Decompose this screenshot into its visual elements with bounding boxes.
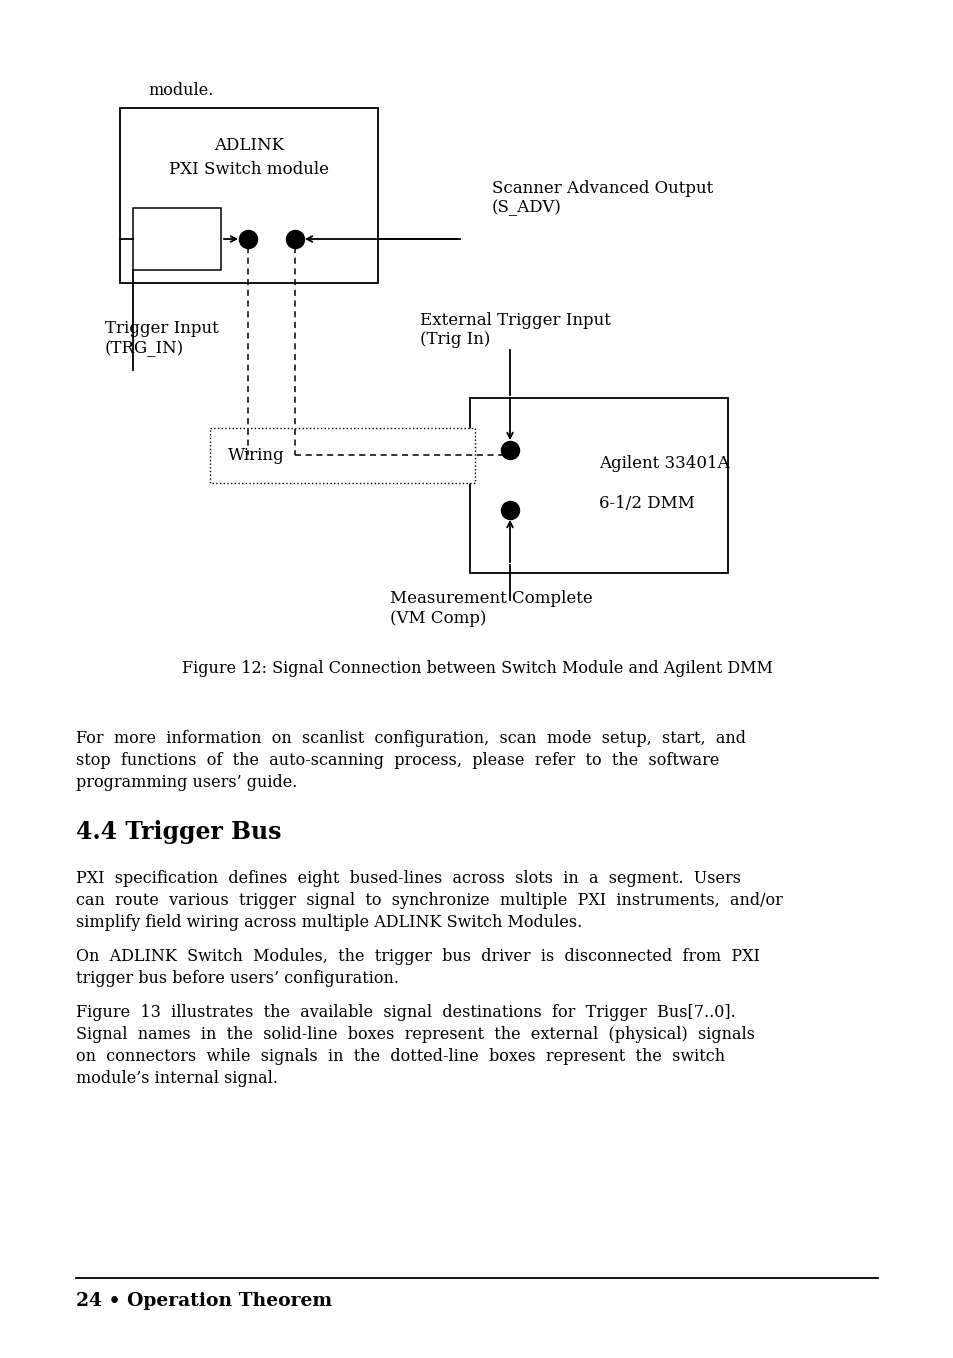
Bar	[120, 109, 377, 282]
Text: Wiring: Wiring	[228, 447, 284, 464]
Text: stop  functions  of  the  auto-scanning  process,  please  refer  to  the  softw: stop functions of the auto-scanning proc…	[76, 752, 719, 769]
Text: On  ADLINK  Switch  Modules,  the  trigger  bus  driver  is  disconnected  from : On ADLINK Switch Modules, the trigger bu…	[76, 948, 760, 966]
Text: ADLINK: ADLINK	[213, 137, 284, 155]
Text: on  connectors  while  signals  in  the  dotted-line  boxes  represent  the  swi: on connectors while signals in the dotte…	[76, 1048, 724, 1065]
Text: 6-1/2 DMM: 6-1/2 DMM	[598, 494, 694, 512]
Text: Figure  13  illustrates  the  available  signal  destinations  for  Trigger  Bus: Figure 13 illustrates the available sign…	[76, 1004, 735, 1021]
Text: Trigger Input
(TRG_IN): Trigger Input (TRG_IN)	[105, 320, 218, 357]
Text: Signal  names  in  the  solid-line  boxes  represent  the  external  (physical) : Signal names in the solid-line boxes rep…	[76, 1027, 754, 1043]
Text: PXI  specification  defines  eight  bused-lines  across  slots  in  a  segment. : PXI specification defines eight bused-li…	[76, 870, 740, 887]
Text: For  more  information  on  scanlist  configuration,  scan  mode  setup,  start,: For more information on scanlist configu…	[76, 731, 745, 747]
Text: trigger bus before users’ configuration.: trigger bus before users’ configuration.	[76, 970, 398, 987]
Text: Scanner Advanced Output
(S_ADV): Scanner Advanced Output (S_ADV)	[492, 179, 713, 216]
Text: can  route  various  trigger  signal  to  synchronize  multiple  PXI  instrument: can route various trigger signal to sync…	[76, 892, 782, 909]
Bar	[210, 428, 475, 483]
Text: programming users’ guide.: programming users’ guide.	[76, 774, 297, 790]
Text: PXI Switch module: PXI Switch module	[169, 162, 329, 178]
Text: External Trigger Input
(Trig In): External Trigger Input (Trig In)	[419, 312, 610, 348]
Text: module’s internal signal.: module’s internal signal.	[76, 1070, 277, 1086]
Text: 24 • Operation Theorem: 24 • Operation Theorem	[76, 1291, 332, 1310]
Text: 4.4 Trigger Bus: 4.4 Trigger Bus	[76, 820, 281, 845]
Text: Agilent 33401A: Agilent 33401A	[598, 455, 729, 471]
Text: simplify field wiring across multiple ADLINK Switch Modules.: simplify field wiring across multiple AD…	[76, 914, 581, 932]
Bar	[132, 208, 221, 270]
Text: Figure 12: Signal Connection between Switch Module and Agilent DMM: Figure 12: Signal Connection between Swi…	[181, 660, 772, 678]
Text: Measurement Complete
(VM Comp): Measurement Complete (VM Comp)	[390, 589, 592, 626]
Bar	[470, 398, 727, 573]
Text: module.: module.	[148, 81, 213, 99]
